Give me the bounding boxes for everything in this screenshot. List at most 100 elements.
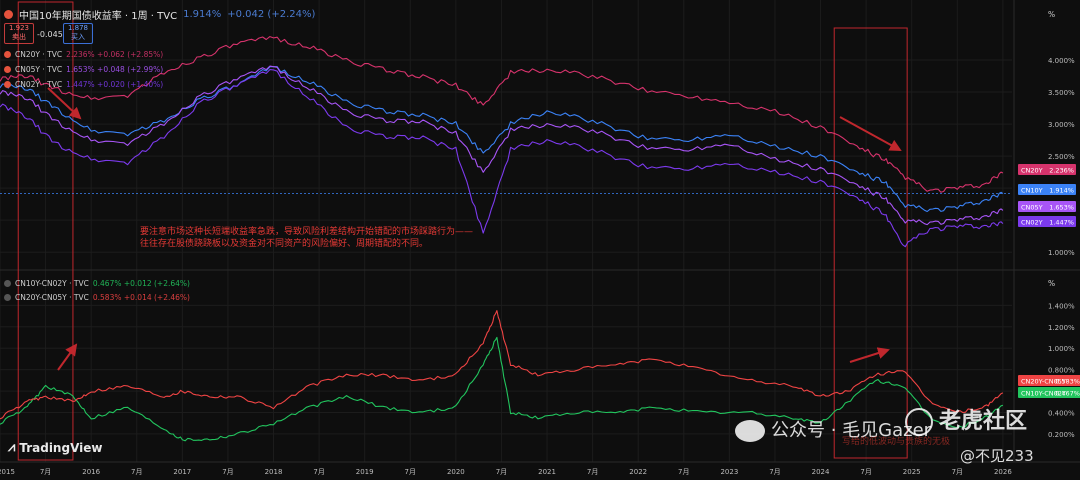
x-tick-label: 7月 — [769, 468, 780, 476]
series-line-cn02y — [0, 69, 1004, 248]
legend-cn02y[interactable]: CN02Y · TVC 1.447% +0.020 (+1.40%) — [4, 80, 163, 89]
x-tick-label: 2023 — [720, 468, 738, 476]
x-tick-label: 2016 — [82, 468, 100, 476]
legend-value: 0.583% +0.014 (+2.46%) — [92, 293, 190, 302]
y-tick-label: 0.800% — [1048, 367, 1075, 375]
x-tick-label: 2018 — [265, 468, 283, 476]
price-tag-cn20y — [1018, 164, 1076, 175]
highlight-box — [17, 1, 74, 461]
chart-header: 中国10年期国债收益率 · 1周 · TVC 1.914% +0.042 (+2… — [4, 7, 315, 22]
current-price: 1.914% — [183, 9, 222, 20]
flag-icon — [4, 10, 13, 19]
flag-icon — [4, 81, 11, 88]
price-tag-value: 0.583% — [1055, 378, 1080, 386]
x-tick-label: 7月 — [40, 468, 51, 476]
x-tick-label: 2019 — [356, 468, 374, 476]
legend-value: 1.653% +0.048 (+2.99%) — [66, 65, 164, 74]
tradingview-icon: ⩘ — [8, 440, 16, 455]
price-tag-cn05y — [1018, 201, 1076, 212]
legend-label: CN05Y · TVC — [15, 65, 63, 74]
legend-cn20y[interactable]: CN20Y · TVC 2.236% +0.062 (+2.85%) — [4, 50, 163, 59]
trend-arrow-up — [849, 347, 890, 363]
x-tick-label: 7月 — [222, 468, 233, 476]
price-tag-cn02y — [1018, 216, 1076, 227]
x-tick-label: 7月 — [860, 468, 871, 476]
x-tick-label: 2020 — [447, 468, 465, 476]
legend-label: CN20Y · TVC — [15, 50, 63, 59]
x-tick-label: 2025 — [903, 468, 921, 476]
symbol-title[interactable]: 中国10年期国债收益率 · 1周 · TVC — [19, 11, 178, 22]
legend-label: CN10Y-CN02Y · TVC — [15, 279, 89, 288]
x-tick-label: 7月 — [131, 468, 142, 476]
series-line-cn20y — [0, 36, 1004, 193]
price-tag-value: 1.653% — [1049, 204, 1074, 212]
y-tick-label: 1.000% — [1048, 345, 1075, 353]
flag-icon — [4, 51, 11, 58]
wechat-icon — [735, 420, 765, 442]
price-tag-label: CN05Y — [1021, 204, 1043, 212]
buy-button[interactable]: 1.878 买入 — [63, 23, 93, 44]
flag-icon — [4, 66, 11, 73]
y-tick-label: 3.000% — [1048, 121, 1075, 129]
price-tag-label: CN10Y-CN02Y — [1021, 390, 1066, 398]
buy-label: 买入 — [71, 33, 85, 41]
legend-value: 2.236% +0.062 (+2.85%) — [66, 50, 164, 59]
y-tick-label: 1.200% — [1048, 324, 1075, 332]
series-line-cn05y — [0, 65, 1004, 226]
x-tick-label: 7月 — [678, 468, 689, 476]
price-tag-cn10y-cn02y — [1018, 387, 1080, 398]
percent-scale-toggle[interactable]: % — [1048, 10, 1056, 19]
y-tick-label: 1.000% — [1048, 249, 1075, 257]
wechat-watermark: 公众号 · 毛见Gazer — [735, 416, 931, 442]
price-tag-label: CN10Y — [1021, 187, 1043, 195]
wechat-watermark-text: 公众号 · 毛见Gazer — [771, 420, 932, 441]
legend-value: 0.467% +0.012 (+2.64%) — [92, 279, 190, 288]
legend-label: CN02Y · TVC — [15, 80, 63, 89]
series-icon — [4, 280, 11, 287]
series-line-cn20y-cn05y — [0, 310, 1004, 420]
tradingview-label: TradingView — [19, 440, 103, 455]
price-tag-value: 0.467% — [1055, 390, 1080, 398]
y-tick-label: 0.200% — [1048, 431, 1075, 439]
price-change: +0.042 (+2.24%) — [227, 9, 316, 20]
tiger-watermark: 老虎社区 — [905, 403, 1027, 436]
buy-price: 1.878 — [67, 24, 89, 32]
sell-label: 卖出 — [12, 33, 26, 41]
price-tag-cn10y — [1018, 184, 1076, 195]
trend-arrow-down — [839, 116, 902, 151]
x-tick-label: 7月 — [952, 468, 963, 476]
x-tick-label: 2024 — [812, 468, 830, 476]
legend-cn20y-cn05y[interactable]: CN20Y-CN05Y · TVC 0.583% +0.014 (+2.46%) — [4, 293, 190, 302]
tiger-icon — [905, 408, 933, 436]
y-tick-label: 4.000% — [1048, 57, 1075, 65]
tiger-watermark-text: 老虎社区 — [939, 409, 1028, 434]
x-tick-label: 2015 — [0, 468, 15, 476]
series-line-cn10y — [0, 66, 1004, 213]
x-tick-label: 7月 — [405, 468, 416, 476]
price-tag-value: 1.914% — [1049, 187, 1074, 195]
sell-price: 1.923 — [8, 24, 30, 32]
bid-ask-spread: -0.045 — [37, 30, 63, 39]
legend-cn10y-cn02y[interactable]: CN10Y-CN02Y · TVC 0.467% +0.012 (+2.64%) — [4, 279, 190, 288]
x-tick-label: 7月 — [496, 468, 507, 476]
price-tag-label: CN20Y — [1021, 167, 1043, 175]
x-tick-label: 7月 — [587, 468, 598, 476]
x-tick-label: 2022 — [629, 468, 647, 476]
x-tick-label: 2017 — [173, 468, 191, 476]
percent-scale-toggle-lower[interactable]: % — [1048, 279, 1056, 288]
x-tick-label: 2021 — [538, 468, 556, 476]
sell-button[interactable]: 1.923 卖出 — [4, 23, 34, 44]
legend-cn05y[interactable]: CN05Y · TVC 1.653% +0.048 (+2.99%) — [4, 65, 163, 74]
y-tick-label: 1.400% — [1048, 302, 1075, 310]
trend-arrow-up — [57, 343, 78, 371]
annotation-line-1: 要注意市场这种长短端收益率急跌，导致风险利差结构开始错配的市场踩踏行为—— — [140, 225, 473, 237]
red-watermark: 写给的低波动与贵族的无极 — [842, 437, 951, 447]
y-tick-label: 2.500% — [1048, 153, 1075, 161]
x-tick-label: 2026 — [994, 468, 1012, 476]
price-tag-value: 2.236% — [1049, 167, 1074, 175]
y-tick-label: 0.400% — [1048, 410, 1075, 418]
series-icon — [4, 294, 11, 301]
price-tag-value: 1.447% — [1049, 219, 1074, 227]
